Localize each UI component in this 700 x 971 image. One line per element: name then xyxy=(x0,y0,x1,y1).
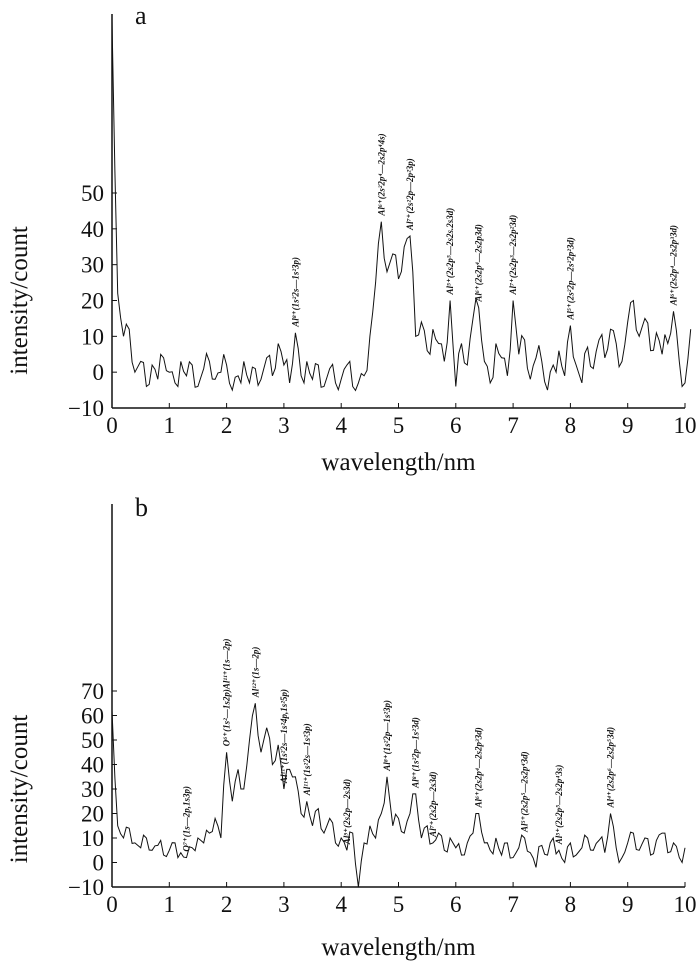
y-tick-label: 20 xyxy=(81,289,104,314)
x-tick-label: 2 xyxy=(221,413,233,438)
peak-annotation: Al¹¹⁺(1s²2s—1s²4p,1s²5p) xyxy=(279,689,289,784)
x-tick-label: 4 xyxy=(335,892,347,917)
y-tick-label: 40 xyxy=(81,753,104,778)
panel-label: a xyxy=(135,1,147,30)
peak-annotation: Al⁶⁺(2s²2p⁴—2s2p⁴4s) xyxy=(376,133,386,216)
x-tick-label: 6 xyxy=(450,892,462,917)
peak-annotation: Al⁶⁺(2s2p⁴—2s2p³3d) xyxy=(474,727,484,808)
peak-annotation: Al⁵⁺(2s2p⁵—2s2s.2s3d) xyxy=(445,208,455,296)
y-tick-label: 40 xyxy=(81,217,104,242)
x-tick-label: 1 xyxy=(164,892,176,917)
peak-annotation: Al¹¹⁺(1s²2s—1s²3p) xyxy=(302,723,312,796)
peak-annotation: Al⁵⁺(2s2p⁵—2s2p⁴3d) xyxy=(520,751,530,833)
peak-annotation: Al⁸⁺(1s²2p—1s²3p) xyxy=(382,700,392,772)
peak-annotation: Al⁵⁺(2s²2p—2s²2p²3d) xyxy=(565,237,575,320)
y-tick-label: 0 xyxy=(93,360,105,385)
x-tick-label: 9 xyxy=(622,892,634,917)
y-axis-label: intensity/count xyxy=(6,715,33,864)
peak-annotation: Al¹²⁺(1s—2p) xyxy=(250,647,260,699)
x-axis-label: wavelength/nm xyxy=(321,934,476,961)
peak-annotation: Al⁷⁺(2s²2p—2p²3p) xyxy=(405,158,415,231)
y-tick-label: 70 xyxy=(81,679,104,704)
x-tick-label: 1 xyxy=(164,413,176,438)
peak-annotation: O⁶⁺(1s²—1s2p)Al¹¹⁺(1s—2p) xyxy=(222,639,232,747)
peak-annotation: Al⁶⁺(2s2p⁴—2s2p3d) xyxy=(474,224,484,303)
x-tick-label: 3 xyxy=(278,892,290,917)
x-tick-label: 7 xyxy=(507,413,519,438)
y-tick-label: 60 xyxy=(81,704,104,729)
y-tick-label: 10 xyxy=(81,324,104,349)
y-tick-label: 30 xyxy=(81,253,104,278)
y-tick-label: 0 xyxy=(93,851,105,876)
x-tick-label: 4 xyxy=(335,413,347,438)
peak-annotation: Al⁹⁺(2s2p—2s3d) xyxy=(342,779,352,845)
spectrum-line xyxy=(111,20,692,392)
x-tick-label: 5 xyxy=(393,413,405,438)
peak-annotation: Al⁸⁺(1s²2s—1s²3p) xyxy=(290,257,300,328)
x-tick-label: 2 xyxy=(221,892,233,917)
y-tick-label: 50 xyxy=(81,728,104,753)
peak-annotation: Al⁶⁺(2s2p⁴—2s2p³3d) xyxy=(669,225,679,306)
peak-annotation: Al⁸⁺(1s²2p—1s²3d) xyxy=(411,717,421,789)
y-tick-label: 50 xyxy=(81,181,104,206)
peak-annotation: Al⁴⁺(2s2p⁶—2s2p⁵3d) xyxy=(606,727,616,809)
x-tick-label: 8 xyxy=(565,413,577,438)
y-axis-label: intensity/count xyxy=(6,226,33,375)
x-tick-label: 5 xyxy=(393,892,405,917)
x-axis-label: wavelength/nm xyxy=(321,449,476,476)
peak-annotation: O⁷⁺(1s—2p,1s3p) xyxy=(181,786,191,852)
x-tick-label: 7 xyxy=(507,892,519,917)
panel-label: b xyxy=(135,493,148,522)
x-tick-label: 10 xyxy=(674,892,697,917)
x-tick-label: 6 xyxy=(450,413,462,438)
y-tick-label: 10 xyxy=(81,826,104,851)
peak-annotation: Al⁷⁺(2s2p—2s3d) xyxy=(428,772,438,838)
y-tick-label: −10 xyxy=(68,875,104,900)
y-tick-label: 30 xyxy=(81,777,104,802)
x-tick-label: 9 xyxy=(622,413,634,438)
x-tick-label: 3 xyxy=(278,413,290,438)
y-tick-label: −10 xyxy=(68,396,104,421)
chart-panel-b: 0 1 2 3 4 5 6 7 8 9 10−10010203040506070wavelength… xyxy=(6,493,697,961)
x-tick-label: 8 xyxy=(565,892,577,917)
x-tick-label: 10 xyxy=(674,413,697,438)
x-tick-label: 0 xyxy=(106,892,118,917)
peak-annotation: Al⁵⁺(2s2p⁵—2s2p⁴3s) xyxy=(554,765,564,846)
spectrum-line xyxy=(111,703,686,888)
y-tick-label: 20 xyxy=(81,802,104,827)
chart-panel-a: 0 1 2 3 4 5 6 7 8 9 10−1001020304050wavelength/nmi… xyxy=(6,1,697,476)
peak-annotation: Al⁷⁺(2s2p³—2s2p²3d) xyxy=(508,215,518,296)
x-tick-label: 0 xyxy=(106,413,118,438)
